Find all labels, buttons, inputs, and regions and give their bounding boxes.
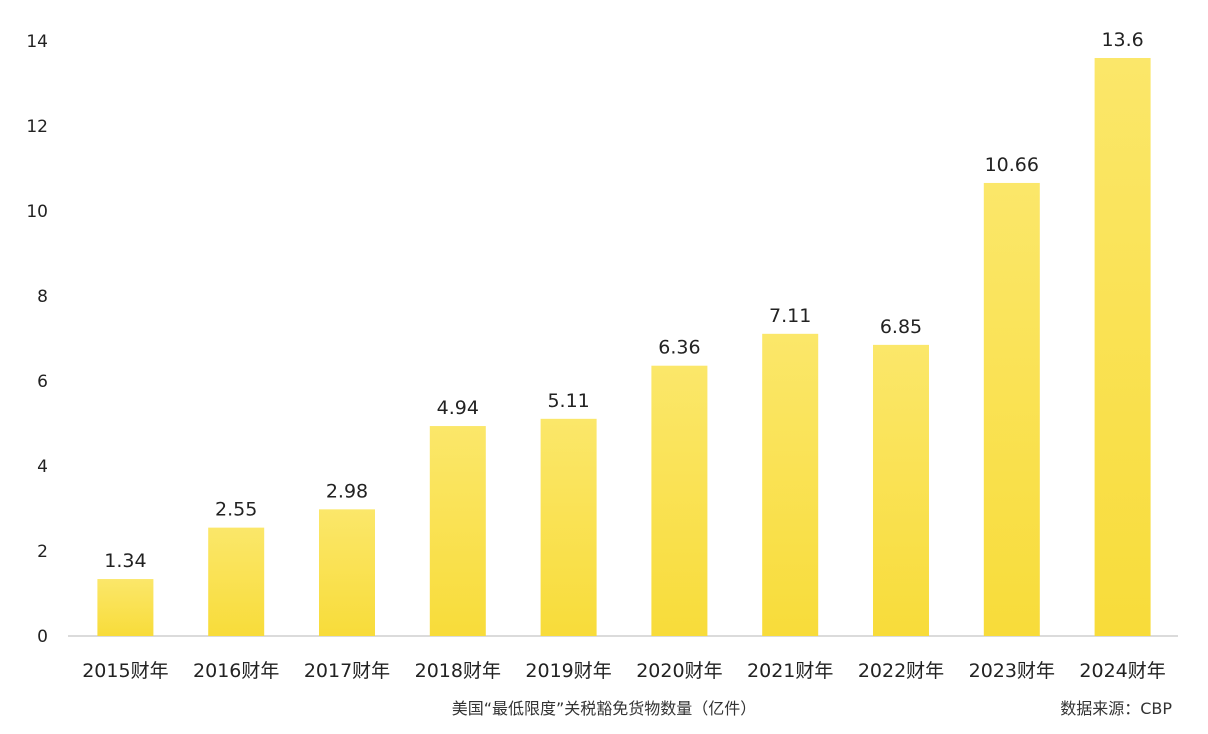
y-tick-label: 14	[26, 32, 48, 52]
y-tick-label: 10	[26, 202, 48, 222]
bar	[762, 333, 819, 636]
x-tick-label: 2015财年	[82, 660, 168, 682]
bar	[429, 426, 486, 636]
bar	[319, 509, 375, 636]
x-tick-label: 2022财年	[858, 660, 944, 682]
bar	[873, 344, 929, 636]
bar-value-label: 4.94	[437, 397, 479, 419]
y-tick-label: 4	[37, 457, 48, 477]
x-tick-label: 2019财年	[525, 660, 611, 682]
y-tick-label: 6	[37, 372, 48, 392]
y-tick-label: 8	[37, 287, 48, 307]
value-labels-group: 1.34 2.55 2.98 4.94 5.11 6.36 7.11 6.85 10.66 13.…	[104, 29, 1144, 572]
x-tick-label: 2016财年	[193, 660, 279, 682]
bar-value-label: 6.36	[658, 337, 700, 359]
bar-value-label: 13.6	[1101, 29, 1143, 51]
source-caption: 数据来源：CBP	[1060, 699, 1172, 718]
x-tick-label: 2021财年	[747, 660, 833, 682]
y-axis-ticks: 0 2 4 6 8 10 12 14	[26, 32, 48, 647]
bar-value-label: 1.34	[104, 550, 146, 572]
x-tick-label: 2018财年	[415, 660, 501, 682]
category-labels-group: 2015财年 2016财年 2017财年 2018财年 2019财年 2020财年 2021…	[82, 660, 1166, 682]
x-tick-label: 2024财年	[1079, 660, 1165, 682]
y-tick-label: 12	[26, 117, 48, 137]
y-tick-label: 0	[37, 627, 48, 647]
y-tick-label: 2	[37, 542, 48, 562]
bar-value-label: 10.66	[985, 154, 1039, 176]
bar	[1094, 58, 1151, 636]
bar	[540, 418, 597, 636]
bar-value-label: 7.11	[769, 305, 811, 327]
x-axis-caption: 美国“最低限度”关税豁免货物数量（亿件）	[452, 699, 757, 718]
x-tick-label: 2017财年	[304, 660, 390, 682]
x-tick-label: 2023财年	[969, 660, 1055, 682]
bar-value-label: 6.85	[880, 316, 922, 338]
bar	[208, 527, 265, 636]
bar-value-label: 5.11	[547, 390, 589, 412]
bar-value-label: 2.98	[326, 480, 368, 502]
x-tick-label: 2020财年	[636, 660, 722, 682]
bars-group	[97, 58, 1151, 636]
bar	[983, 182, 1040, 636]
bar-value-label: 2.55	[215, 499, 257, 521]
bar	[651, 365, 708, 636]
bar	[97, 579, 154, 636]
